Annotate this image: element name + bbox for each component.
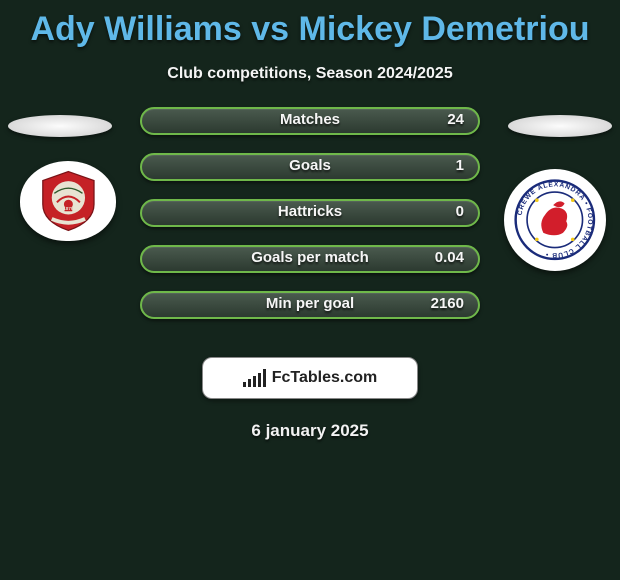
- brand-bar: [243, 382, 246, 387]
- svg-text:1879: 1879: [63, 206, 73, 211]
- brand-bar: [258, 373, 261, 387]
- stat-value: 2160: [431, 295, 464, 312]
- stat-value: 0.04: [435, 249, 464, 266]
- subtitle: Club competitions, Season 2024/2025: [0, 65, 620, 83]
- stat-row: Min per goal2160: [140, 291, 480, 319]
- stat-label: Hattricks: [142, 203, 478, 220]
- stat-value: 24: [447, 111, 464, 128]
- comparison-area: 1879 CREWE ALEXANDRA • FOOTBALL CLUB •: [0, 107, 620, 347]
- stat-value: 0: [456, 203, 464, 220]
- stat-row: Hattricks0: [140, 199, 480, 227]
- stat-label: Goals per match: [142, 249, 478, 266]
- brand-bar: [253, 376, 256, 387]
- crewe-crest-icon: CREWE ALEXANDRA • FOOTBALL CLUB •: [514, 179, 596, 261]
- stat-row: Goals per match0.04: [140, 245, 480, 273]
- stat-label: Min per goal: [142, 295, 478, 312]
- date-line: 6 january 2025: [0, 421, 620, 441]
- left-club-crest: 1879: [20, 161, 116, 241]
- stat-label: Goals: [142, 157, 478, 174]
- page-title: Ady Williams vs Mickey Demetriou: [0, 0, 620, 49]
- stat-list: Matches24 Goals1 Hattricks0 Goals per match…: [140, 107, 480, 337]
- brand-badge[interactable]: FcTables.com: [202, 357, 418, 399]
- left-player-disc: [8, 115, 112, 137]
- right-club-crest: CREWE ALEXANDRA • FOOTBALL CLUB •: [504, 169, 606, 271]
- brand-bar: [248, 379, 251, 387]
- stat-label: Matches: [142, 111, 478, 128]
- brand-text: FcTables.com: [272, 369, 378, 387]
- swindon-crest-icon: 1879: [30, 169, 107, 233]
- right-player-disc: [508, 115, 612, 137]
- brand-bar: [263, 369, 266, 387]
- stat-row: Goals1: [140, 153, 480, 181]
- brand-bars-icon: [243, 369, 266, 387]
- stat-value: 1: [456, 157, 464, 174]
- stat-row: Matches24: [140, 107, 480, 135]
